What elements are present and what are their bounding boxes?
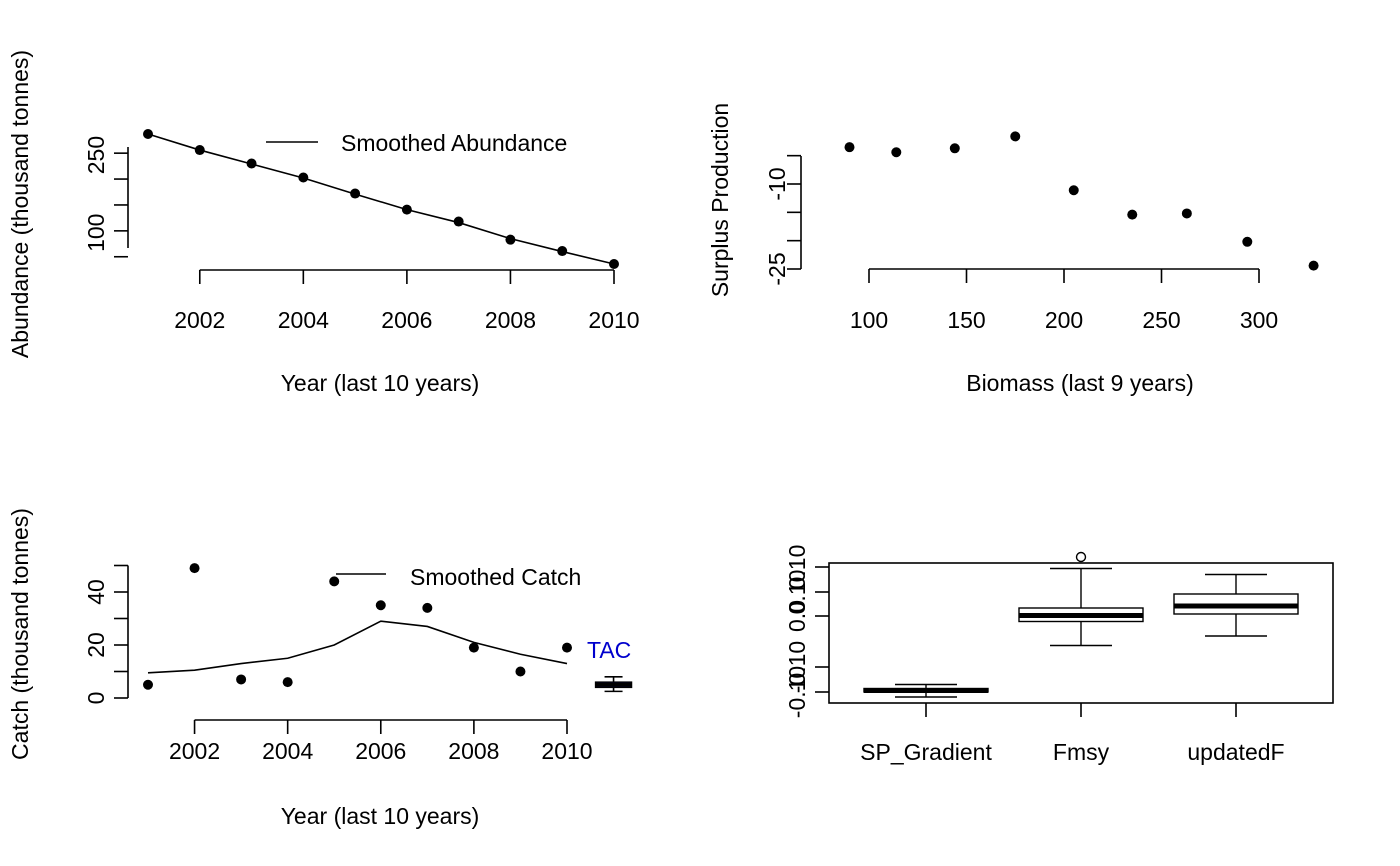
abundance-point xyxy=(298,172,309,183)
surplus-point xyxy=(844,142,855,153)
x-tick-label: 2006 xyxy=(355,738,406,764)
catch-point xyxy=(375,600,386,611)
x-axis-title: Year (last 10 years) xyxy=(281,803,480,829)
abundance-point xyxy=(505,234,516,245)
surplus-point xyxy=(1068,185,1079,196)
abundance-point xyxy=(194,145,205,156)
surplus-point xyxy=(1181,208,1192,219)
catch-point xyxy=(329,576,340,587)
x-tick-label: 100 xyxy=(850,307,888,333)
y-tick-label: 0.0 xyxy=(784,600,810,632)
catch-point xyxy=(143,679,153,690)
x-tick-label: 300 xyxy=(1240,307,1278,333)
y-tick-label: 0.10 xyxy=(784,570,810,615)
x-tick-label: 2008 xyxy=(448,738,499,764)
smoothed-abundance-line xyxy=(147,133,615,265)
surplus-point xyxy=(891,147,902,158)
y-tick-label: 0 xyxy=(83,692,109,705)
y-tick-label: 40 xyxy=(83,579,109,605)
x-tick-label: 2010 xyxy=(588,307,639,333)
abundance-point xyxy=(401,204,412,215)
box-outlier xyxy=(1075,551,1087,563)
x-axis-title: Biomass (last 9 years) xyxy=(966,370,1194,396)
y-tick-label: 20 xyxy=(83,632,109,658)
abundance-point xyxy=(350,188,361,199)
surplus-production-panel: -10 -25 100 150 200 250 300 Biomass (last 9 yea… xyxy=(707,103,1319,396)
y-tick-label: -25 xyxy=(764,252,790,285)
abundance-panel: 100 250 2002 2004 2006 2008 2010 Smoothed Abund… xyxy=(7,50,640,396)
catch-point xyxy=(189,563,200,574)
abundance-point xyxy=(143,129,153,139)
catch-panel: 0 20 40 2002 2004 2006 2008 2010 TAC Smoothed Cat… xyxy=(7,508,633,829)
x-tick-label: 2010 xyxy=(541,738,592,764)
surplus-point xyxy=(1242,236,1253,247)
y-axis-title: Surplus Production xyxy=(707,103,733,297)
catch-point xyxy=(422,602,433,613)
x-tick-label: 2004 xyxy=(262,738,313,764)
surplus-point xyxy=(1308,260,1319,271)
x-tick-label: SP_Gradient xyxy=(860,739,992,765)
x-tick-label: 2008 xyxy=(485,307,536,333)
catch-point xyxy=(282,677,293,688)
tac-label: TAC xyxy=(587,637,631,663)
y-axis-title: Catch (thousand tonnes) xyxy=(7,508,33,760)
x-tick-label: updatedF xyxy=(1187,739,1284,765)
abundance-point xyxy=(557,246,568,257)
surplus-point xyxy=(1010,131,1021,142)
x-tick-label: 2002 xyxy=(174,307,225,333)
y-axis-title: Abundance (thousand tonnes) xyxy=(7,50,33,358)
x-tick-label: 200 xyxy=(1045,307,1083,333)
surplus-point xyxy=(949,143,960,154)
catch-point xyxy=(468,642,479,653)
catch-point xyxy=(562,642,572,653)
x-tick-label: 2004 xyxy=(278,307,329,333)
y-tick-label: -0.10 xyxy=(784,641,810,693)
abundance-point xyxy=(453,216,464,227)
x-tick-label: 2002 xyxy=(169,738,220,764)
y-tick-label: 250 xyxy=(83,136,109,174)
x-tick-label: 250 xyxy=(1142,307,1180,333)
x-tick-label: 2006 xyxy=(381,307,432,333)
abundance-point xyxy=(609,259,619,269)
catch-point xyxy=(515,666,526,677)
y-tick-label: -0.10 xyxy=(784,666,810,718)
legend-label-smoothed-abundance: Smoothed Abundance xyxy=(341,130,567,156)
y-tick-label: 100 xyxy=(83,214,109,252)
surplus-point xyxy=(1127,209,1138,220)
y-tick-label: -10 xyxy=(764,167,790,200)
y-tick-label: 0.10 xyxy=(784,545,810,590)
abundance-point xyxy=(246,158,257,169)
catch-point xyxy=(236,674,247,685)
smoothed-catch-line xyxy=(147,620,568,674)
x-tick-label: Fmsy xyxy=(1053,739,1110,765)
legend-label-smoothed-catch: Smoothed Catch xyxy=(410,564,581,590)
x-tick-label: 150 xyxy=(947,307,985,333)
x-axis-title: Year (last 10 years) xyxy=(281,370,480,396)
